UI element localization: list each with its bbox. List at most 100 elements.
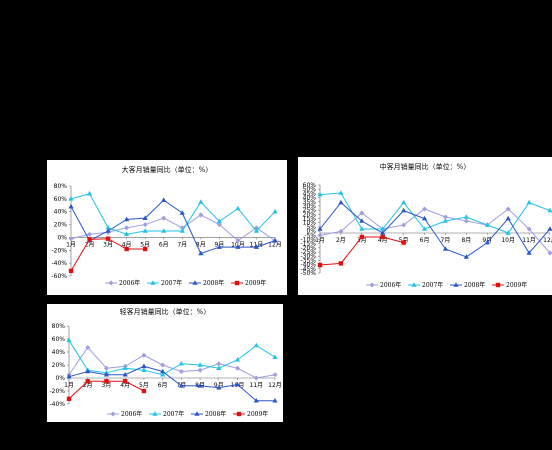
data-point [380, 230, 386, 235]
x-tick-label: 10月 [501, 237, 515, 244]
data-point [197, 367, 203, 373]
legend-marker [152, 411, 158, 416]
y-tick-label: -30% [300, 253, 316, 260]
data-point [124, 225, 130, 231]
legend-marker [495, 282, 501, 288]
data-point [104, 379, 109, 384]
y-tick-label: -5% [304, 232, 316, 239]
y-tick-label: -40% [51, 260, 67, 267]
data-point [380, 234, 385, 240]
data-point [463, 214, 469, 219]
data-point [272, 208, 278, 214]
chart-light-bus: 轻客月销量同比（单位：%） 80% 60% 40% 20% 0% -20% -40% 1月 2月 3… [49, 307, 282, 418]
y-tick-label: 25% [303, 207, 317, 214]
data-point [547, 250, 552, 256]
data-point [338, 261, 344, 266]
legend-label: 2009年 [247, 410, 268, 418]
legend-label: 2006年 [119, 279, 140, 287]
x-tick-label: 7月 [441, 237, 451, 244]
y-tick-label: 0% [57, 234, 67, 241]
data-point [235, 238, 241, 244]
data-point [421, 215, 428, 221]
data-point [178, 383, 184, 388]
data-point [422, 206, 428, 212]
data-point [253, 342, 259, 348]
data-point [85, 344, 91, 350]
data-point [234, 381, 241, 387]
data-point [66, 373, 72, 379]
y-tick-label: 35% [303, 199, 317, 206]
y-tick-label: 20% [52, 362, 66, 369]
series-line [319, 208, 551, 254]
legend-marker [150, 280, 156, 285]
y-tick-label: 30% [303, 203, 317, 210]
data-point [317, 262, 323, 268]
data-point [401, 222, 407, 228]
y-tick-label: -20% [300, 245, 316, 252]
x-tick-label: 8月 [196, 241, 206, 248]
y-tick-label: 50% [303, 186, 317, 193]
series-line [319, 201, 551, 258]
data-point [317, 191, 323, 197]
data-point [216, 365, 222, 371]
data-point [103, 371, 110, 377]
data-point [235, 365, 241, 371]
x-tick-label: 8月 [461, 237, 471, 244]
legend-marker [192, 280, 198, 285]
series-2009年 [317, 234, 406, 268]
data-point [198, 212, 204, 218]
x-tick-label: 1月 [64, 382, 74, 389]
data-point [105, 228, 111, 233]
x-tick-label: 12月 [268, 382, 282, 389]
data-point [338, 190, 344, 195]
data-point [338, 228, 344, 234]
x-tick-label: 5月 [140, 241, 150, 248]
data-point [179, 210, 185, 215]
data-point [359, 234, 365, 240]
y-tick-label: 0% [306, 228, 316, 235]
x-tick-label: 7月 [177, 241, 187, 248]
data-point [178, 360, 184, 366]
data-point [105, 224, 111, 230]
data-point [253, 228, 260, 233]
series-2007年 [68, 190, 278, 237]
data-point [161, 228, 167, 233]
data-point [216, 222, 222, 228]
data-point [253, 375, 259, 381]
x-tick-label: 6月 [420, 237, 430, 244]
data-point [216, 384, 222, 390]
series-line [70, 214, 276, 242]
data-point [161, 215, 167, 221]
x-tick-label: 2月 [85, 241, 95, 248]
data-point [142, 228, 148, 233]
y-tick-label: -45% [300, 266, 316, 273]
chart-title: 轻客月销量同比（单位：%） [120, 307, 211, 316]
data-point [235, 244, 241, 249]
data-point [442, 246, 449, 251]
data-point [463, 254, 469, 259]
data-point [253, 397, 259, 403]
data-point [338, 199, 344, 205]
chart-large-bus: 大客月销量同比（单位：%） 80% 60% 40% 20% 0% -20% -40% -60% 1… [51, 165, 281, 287]
data-point [68, 196, 74, 201]
series-line [319, 192, 551, 234]
legend-label: 2007年 [161, 279, 182, 287]
x-tick-label: 12月 [543, 237, 552, 244]
chart-title: 中客月销量同比（单位：%） [380, 162, 471, 171]
y-tick-label: -40% [49, 401, 65, 408]
data-point [234, 357, 241, 362]
x-tick-label: 11月 [522, 237, 536, 244]
x-tick-label: 3月 [103, 241, 113, 248]
data-point [198, 199, 204, 204]
series-2009年 [66, 379, 147, 401]
data-point [526, 250, 532, 255]
y-tick-label: 40% [52, 349, 66, 356]
data-point [68, 203, 74, 209]
data-point [87, 237, 92, 242]
data-point [105, 236, 111, 241]
data-point [141, 363, 147, 369]
data-point [442, 218, 449, 223]
data-point [253, 244, 260, 249]
y-tick-label: 45% [303, 190, 317, 197]
data-point [68, 268, 74, 274]
